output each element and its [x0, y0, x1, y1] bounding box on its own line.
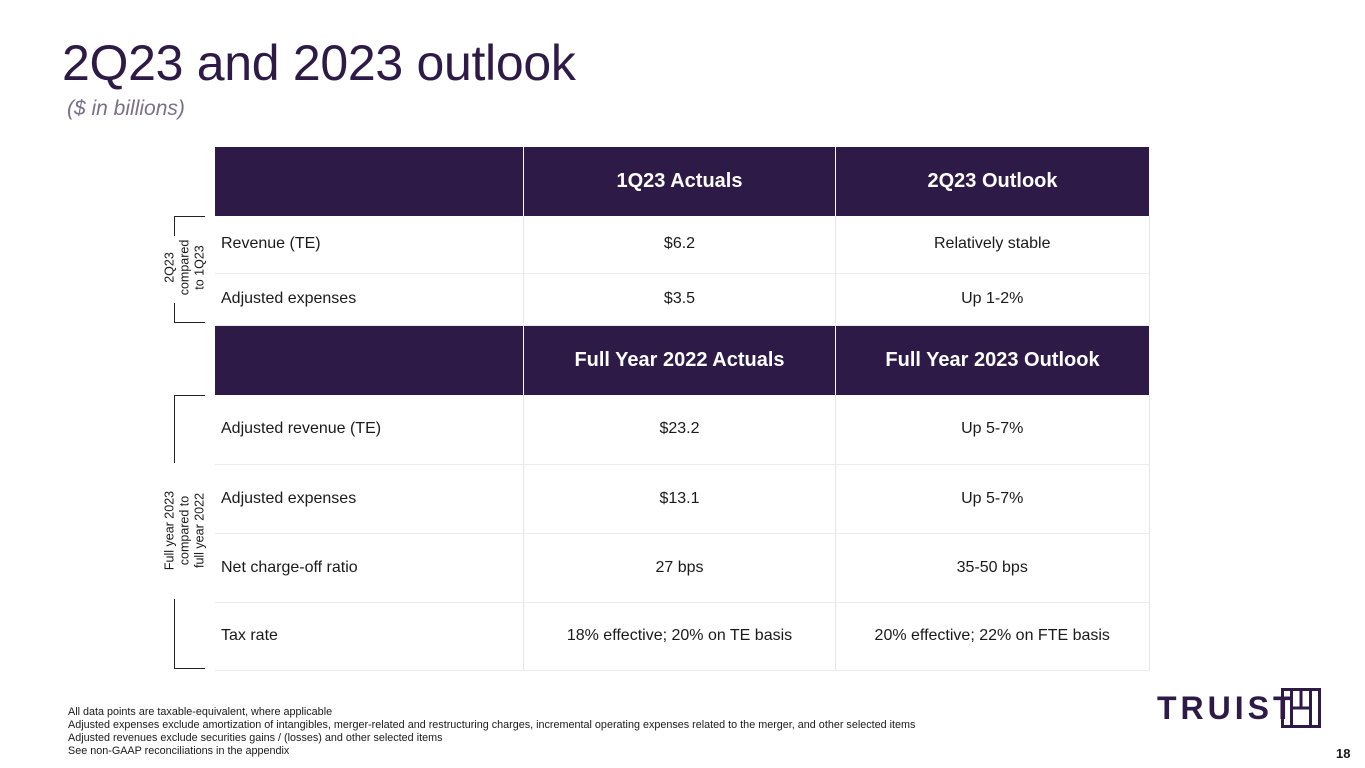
row-actual: $13.1 — [523, 464, 836, 534]
quarterly-header-blank — [215, 147, 524, 216]
truist-mark-icon — [1281, 688, 1321, 728]
footnote: See non-GAAP reconciliations in the appe… — [68, 745, 290, 757]
row-outlook: Up 5-7% — [835, 464, 1150, 534]
row-outlook: Up 1-2% — [835, 273, 1150, 326]
full-year-header-row: Full Year 2022 Actuals Full Year 2023 Ou… — [215, 325, 1149, 395]
table-row: Adjusted revenue (TE) $23.2 Up 5-7% — [215, 395, 1150, 465]
quarterly-header-actuals: 1Q23 Actuals — [523, 147, 836, 216]
row-metric: Adjusted revenue (TE) — [215, 395, 524, 465]
truist-logo-text: TRUIST — [1157, 690, 1297, 726]
full-year-header-actuals: Full Year 2022 Actuals — [523, 325, 836, 395]
footnote: Adjusted revenues exclude securities gai… — [68, 732, 443, 744]
quarterly-header-row: 1Q23 Actuals 2Q23 Outlook — [215, 147, 1149, 216]
row-metric: Revenue (TE) — [215, 216, 524, 274]
row-outlook: Relatively stable — [835, 216, 1150, 274]
quarterly-header-outlook: 2Q23 Outlook — [835, 147, 1149, 216]
row-actual: 18% effective; 20% on TE basis — [523, 602, 836, 671]
table-row: Revenue (TE) $6.2 Relatively stable — [215, 216, 1150, 274]
table-row: Net charge-off ratio 27 bps 35-50 bps — [215, 533, 1150, 603]
full-year-side-label: Full year 2023 compared to full year 202… — [162, 490, 207, 571]
table-row: Adjusted expenses $3.5 Up 1-2% — [215, 273, 1150, 326]
full-year-header-blank — [215, 325, 524, 395]
table-row: Tax rate 18% effective; 20% on TE basis … — [215, 602, 1150, 671]
row-actual: $3.5 — [523, 273, 836, 326]
footnote: All data points are taxable-equivalent, … — [68, 706, 333, 718]
row-outlook: 35-50 bps — [835, 533, 1150, 603]
row-metric: Adjusted expenses — [215, 464, 524, 534]
outlook-table: 1Q23 Actuals 2Q23 Outlook Revenue (TE) $… — [215, 147, 1150, 671]
full-year-header-outlook: Full Year 2023 Outlook — [835, 325, 1149, 395]
quarterly-side-label: 2Q23 compared to 1Q23 — [162, 239, 207, 296]
row-metric: Net charge-off ratio — [215, 533, 524, 603]
page-subtitle: ($ in billions) — [67, 97, 185, 120]
row-metric: Adjusted expenses — [215, 273, 524, 326]
row-metric: Tax rate — [215, 602, 524, 671]
row-outlook: 20% effective; 22% on FTE basis — [835, 602, 1150, 671]
page-number: 18 — [1336, 746, 1351, 761]
row-outlook: Up 5-7% — [835, 395, 1150, 465]
row-actual: 27 bps — [523, 533, 836, 603]
row-actual: $23.2 — [523, 395, 836, 465]
footnote: Adjusted expenses exclude amortization o… — [68, 719, 916, 731]
footnotes: All data points are taxable-equivalent, … — [68, 706, 915, 758]
table-row: Adjusted expenses $13.1 Up 5-7% — [215, 464, 1150, 534]
row-actual: $6.2 — [523, 216, 836, 274]
page-title: 2Q23 and 2023 outlook — [62, 35, 576, 91]
